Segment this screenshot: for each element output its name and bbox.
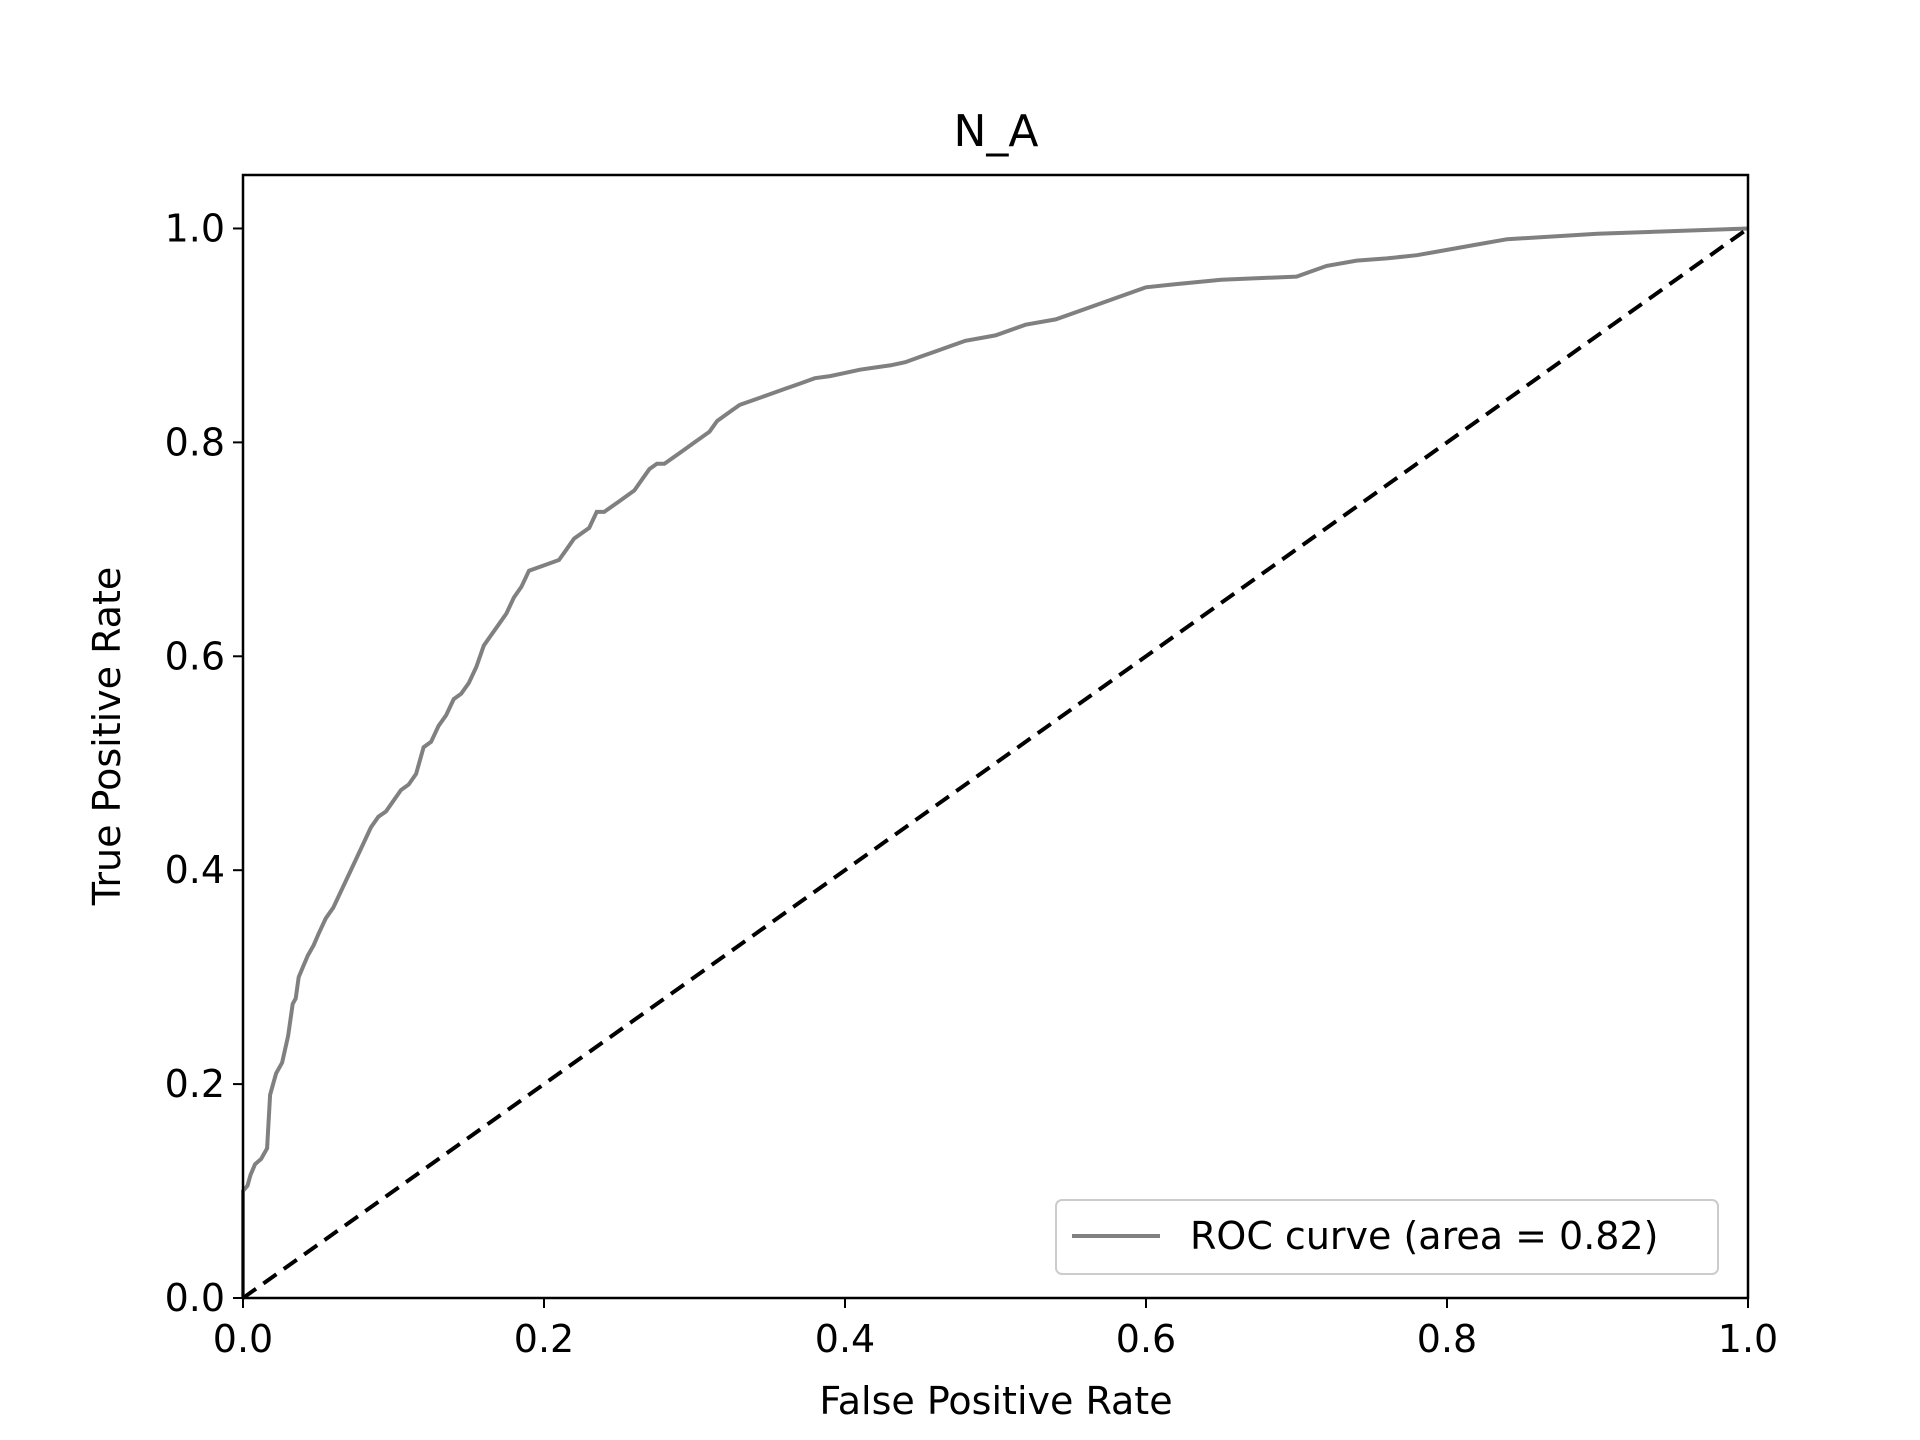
roc-curve-line <box>241 226 1749 1298</box>
x-axis-label: False Positive Rate <box>819 1379 1172 1423</box>
x-axis: 0.0 0.2 0.4 0.6 0.8 1.0 <box>213 1298 1778 1361</box>
x-tick-label: 0.4 <box>815 1317 875 1361</box>
legend-label-roc: ROC curve (area = 0.82) <box>1190 1214 1658 1258</box>
legend-box <box>1055 1199 1719 1275</box>
x-tick-label: 0.0 <box>213 1317 273 1361</box>
y-tick-label: 0.2 <box>165 1062 225 1106</box>
y-tick-label: 0.0 <box>165 1276 225 1320</box>
y-tick-label: 1.0 <box>165 206 225 250</box>
y-tick-label: 0.6 <box>165 634 225 678</box>
y-axis-label: True Positive Rate <box>85 567 129 907</box>
y-axis: 0.0 0.2 0.4 0.6 0.8 1.0 <box>165 206 243 1320</box>
plot-frame <box>241 173 1750 1300</box>
x-tick-label: 0.6 <box>1116 1317 1176 1361</box>
x-tick-label: 0.8 <box>1417 1317 1477 1361</box>
y-tick-label: 0.4 <box>165 848 225 892</box>
chart-title: N_A <box>953 106 1038 157</box>
y-tick-label: 0.8 <box>165 420 225 464</box>
plot-area <box>241 226 1750 1300</box>
x-tick-label: 0.2 <box>514 1317 574 1361</box>
x-tick-label: 1.0 <box>1718 1317 1778 1361</box>
legend: ROC curve (area = 0.82) <box>1055 1199 1719 1275</box>
chance-diagonal-line <box>241 226 1750 1300</box>
